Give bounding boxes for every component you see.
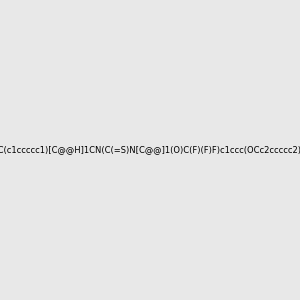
Text: O=C(c1ccccc1)[C@@H]1CN(C(=S)N[C@@]1(O)C(F)(F)F)c1ccc(OCc2ccccc2)cc1: O=C(c1ccccc1)[C@@H]1CN(C(=S)N[C@@]1(O)C(… [0,146,300,154]
